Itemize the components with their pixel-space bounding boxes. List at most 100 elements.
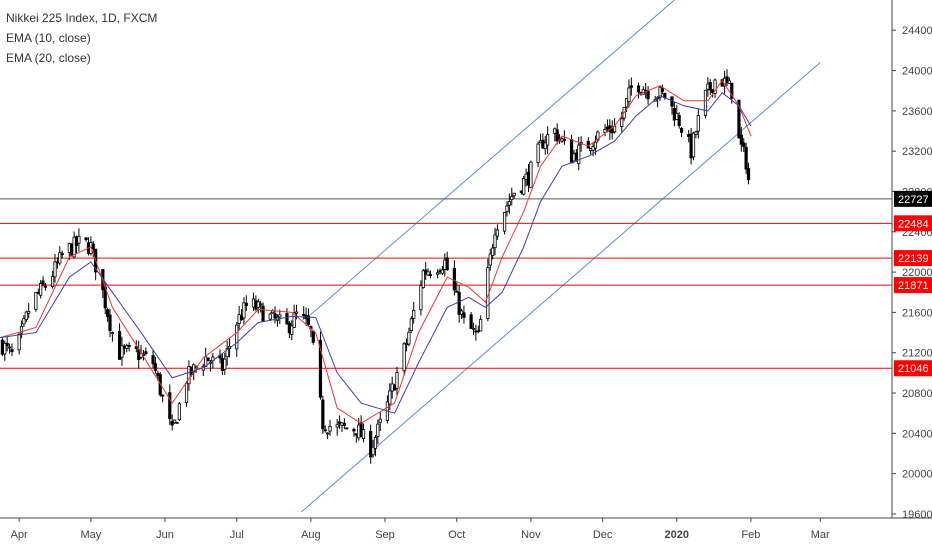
candle-body [144, 351, 148, 354]
x-tick-label: Aug [301, 529, 321, 541]
candle-body [555, 129, 559, 142]
y-tick-label: 24400 [902, 25, 932, 37]
candle-body [402, 343, 406, 372]
candle-body [455, 290, 459, 293]
candle-body [259, 303, 263, 306]
candle-body [306, 315, 311, 325]
candle-body [352, 428, 356, 432]
candle-body [369, 431, 373, 458]
level-badge [894, 360, 932, 377]
candle-body [727, 80, 731, 84]
x-tick-label: Jul [230, 529, 244, 541]
level-badge [894, 277, 932, 294]
candle-body [311, 330, 315, 343]
candle-body [110, 332, 114, 335]
ema10-line [0, 79, 752, 424]
candle-body [452, 267, 456, 291]
candle-body [522, 177, 526, 195]
x-tick-label: Feb [741, 529, 760, 541]
candle-body [273, 313, 277, 319]
candle-body [328, 425, 332, 432]
candle-body [43, 285, 48, 288]
candle-body [27, 311, 31, 314]
candle-body [175, 422, 179, 424]
candle-body [419, 285, 423, 311]
y-tick-label: 20400 [902, 428, 932, 440]
candle-body [376, 423, 380, 437]
candle-body [335, 424, 339, 428]
candle-body [261, 305, 265, 322]
candle-body [345, 427, 349, 430]
channel-line-upper [308, 0, 675, 317]
candle-body [493, 234, 497, 249]
level-badge-label: 22484 [898, 218, 929, 230]
legend-ema10: EMA (10, close) [6, 31, 91, 45]
x-tick-label: May [80, 529, 101, 541]
candle-body [421, 270, 425, 288]
candle-body [323, 429, 327, 432]
candle-body [242, 302, 246, 319]
candle-body [22, 318, 26, 325]
candle-body [7, 346, 12, 349]
candle-body [125, 345, 129, 349]
candle-body [488, 253, 492, 266]
candle-body [60, 253, 64, 256]
candle-body [505, 205, 509, 213]
candle-body [373, 437, 378, 449]
candle-body [529, 161, 533, 189]
candle-body [636, 85, 641, 93]
candle-body [691, 132, 696, 158]
candle-body [596, 131, 600, 141]
channel-line-lower [300, 62, 821, 513]
candle-body [620, 118, 624, 127]
x-tick-label: Nov [521, 529, 541, 541]
y-tick-label: 23600 [902, 106, 932, 118]
candle-body [436, 272, 440, 275]
y-tick-label: 21600 [902, 307, 932, 319]
candle-body [708, 82, 712, 91]
x-tick-label: Apr [11, 529, 28, 541]
x-tick-label: Sep [375, 529, 395, 541]
candle-body [19, 325, 24, 334]
candle-body [510, 196, 514, 200]
x-tick-label: Oct [448, 529, 465, 541]
candle-body [184, 382, 189, 404]
candle-body [412, 309, 416, 319]
candle-body [562, 138, 566, 141]
candle-body [72, 236, 76, 258]
candle-body [713, 79, 717, 94]
candle-body [679, 128, 684, 133]
candle-body [627, 87, 631, 102]
level-badge [894, 215, 932, 232]
candle-body [34, 292, 38, 310]
candle-body [502, 212, 507, 232]
y-tick-label: 21200 [902, 348, 932, 360]
candle-body [77, 235, 81, 244]
candle-body [151, 355, 155, 365]
y-tick-label: 22000 [902, 267, 932, 279]
candle-body [342, 422, 346, 427]
candle-body [170, 421, 174, 426]
x-tick-label: Dec [593, 529, 613, 541]
candle-body [428, 274, 433, 276]
candle-body [268, 313, 272, 320]
candle-body [737, 99, 741, 139]
legend-ema20: EMA (20, close) [6, 51, 91, 65]
candle-body [646, 90, 650, 100]
y-tick-label: 20000 [902, 469, 932, 481]
candle-body [586, 140, 590, 149]
candle-body [624, 98, 629, 108]
candle-body [543, 142, 547, 150]
candle-body [292, 312, 296, 328]
candle-body [479, 319, 483, 332]
candle-body [326, 432, 330, 435]
candle-body [462, 312, 466, 318]
candle-body [469, 314, 473, 329]
candle-body [660, 88, 665, 92]
candle-body [177, 403, 181, 421]
candle-body [39, 282, 43, 296]
candle-body [445, 257, 449, 271]
candle-body [426, 271, 430, 276]
candle-body [495, 229, 500, 237]
